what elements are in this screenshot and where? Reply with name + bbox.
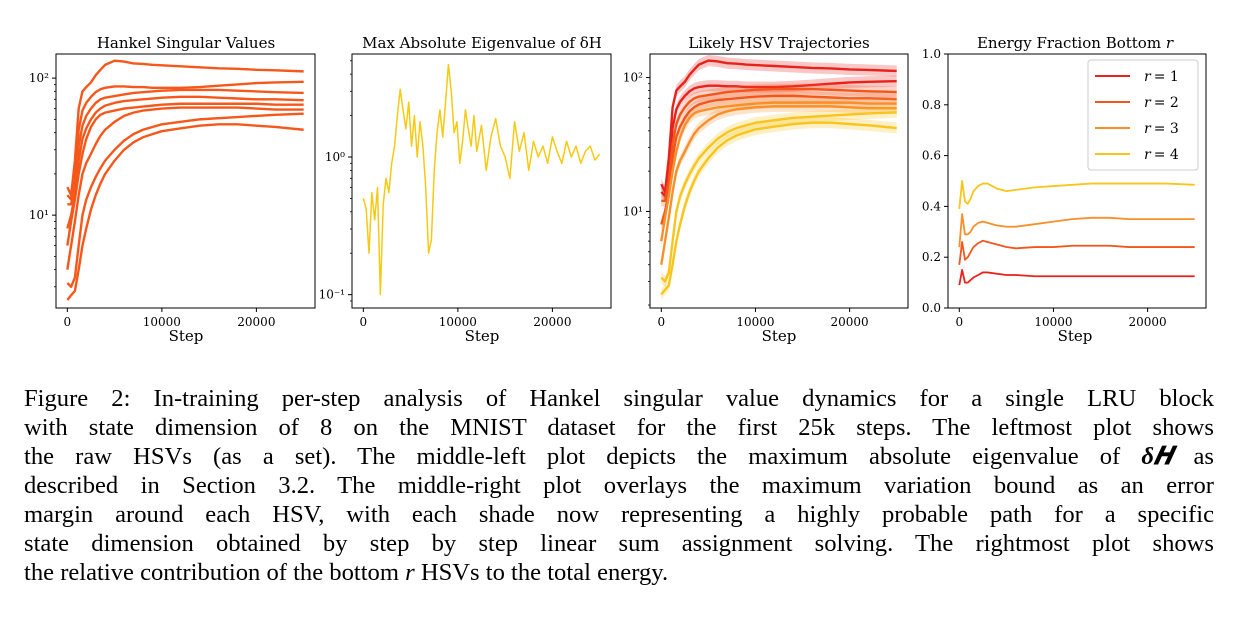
x-tick-label: 0 <box>955 315 963 329</box>
x-axis-label: Step <box>1058 327 1093 345</box>
y-tick-label: 10² <box>623 71 643 85</box>
figure-caption: Figure 2: In-training per-step analysis … <box>24 384 1214 587</box>
legend: r = 1 r = 2 r = 3 r = 4 <box>1087 59 1199 171</box>
series-line <box>66 95 304 229</box>
x-tick-label: 10000 <box>143 315 181 329</box>
y-tick-label: 10² <box>29 71 49 85</box>
series-line <box>66 106 304 270</box>
caption-line: the relative contribution of the bottom … <box>24 559 669 586</box>
x-tick-label: 0 <box>64 315 72 329</box>
tick-group: 0 10000 20000 10¹ 10² <box>623 71 869 329</box>
axes-frame <box>351 53 612 309</box>
legend-frame <box>1087 59 1199 171</box>
x-tick-label: 20000 <box>1129 315 1167 329</box>
y-tick-label: 0.2 <box>922 250 941 264</box>
trajectory-chart: Likely HSV Trajectories Step 0 10000 20000… <box>623 34 909 345</box>
y-tick-label: 0.6 <box>922 149 941 163</box>
series-line <box>66 80 304 201</box>
error-band <box>661 83 897 207</box>
axes-frame <box>947 53 1207 309</box>
axes-frame <box>649 53 909 309</box>
y-tick-label: 10⁻¹ <box>319 288 345 302</box>
series-line <box>958 269 1195 286</box>
error-band <box>661 117 897 300</box>
x-tick-label: 20000 <box>237 315 275 329</box>
plot-area <box>958 180 1195 286</box>
series-line <box>660 121 897 296</box>
y-tick-label: 0.4 <box>922 199 941 213</box>
series-line <box>958 213 1195 248</box>
series-line <box>660 105 897 265</box>
x-tick-label: 10000 <box>736 315 774 329</box>
caption-line: described in Section 3.2. The middle-rig… <box>24 472 1214 499</box>
series-line <box>660 79 897 198</box>
x-tick-label: 0 <box>657 315 665 329</box>
legend-label-r1: r = 1 <box>1144 69 1179 85</box>
chart-title: Hankel Singular Values <box>97 34 275 52</box>
series-line <box>660 111 897 283</box>
y-tick-label: 10¹ <box>29 208 49 222</box>
series-line <box>67 88 304 206</box>
hsv-chart: Hankel Singular Values Step 0 10000 20000 1… <box>29 34 316 345</box>
caption-line: the raw HSVs (as a set). The middle-left… <box>24 443 1214 470</box>
series-line <box>66 123 304 301</box>
x-axis-label: Step <box>169 327 204 345</box>
series-line <box>660 101 897 242</box>
plot-area <box>66 59 304 301</box>
axes-frame <box>55 53 316 309</box>
series-line <box>660 59 897 194</box>
eigen-chart: Max Absolute Eigenvalue of δH Step 0 1000… <box>319 34 612 345</box>
legend-label-r3: r = 3 <box>1144 121 1179 137</box>
series-line <box>66 112 304 288</box>
series-line <box>958 180 1195 210</box>
x-tick-label: 0 <box>360 315 368 329</box>
caption-line: with state dimension of 8 on the MNIST d… <box>24 414 1214 441</box>
x-tick-label: 20000 <box>533 315 571 329</box>
y-tick-label: 0.0 <box>922 301 941 315</box>
y-tick-label: 10¹ <box>623 204 643 218</box>
chart-title: Max Absolute Eigenvalue of δH <box>362 34 602 52</box>
plot-area <box>660 55 897 300</box>
y-tick-label: 10⁰ <box>325 150 345 164</box>
series-line <box>66 59 304 197</box>
chart-title: Likely HSV Trajectories <box>688 34 869 52</box>
tick-group: 0 10000 20000 0.0 0.2 0.4 0.6 0.8 1.0 <box>922 47 1167 329</box>
tick-group: 0 10000 20000 10⁻¹ 10⁰ <box>319 60 571 329</box>
chart-title: Energy Fraction Bottom r <box>977 34 1174 52</box>
figure-2: Hankel Singular Values Step 0 10000 20000 1… <box>29 34 1207 345</box>
x-tick-label: 10000 <box>1034 315 1072 329</box>
y-tick-label: 0.8 <box>922 98 941 112</box>
series-line <box>362 63 601 296</box>
x-tick-label: 10000 <box>439 315 477 329</box>
x-axis-label: Step <box>762 327 797 345</box>
legend-label-r2: r = 2 <box>1144 95 1179 111</box>
series-line <box>958 239 1195 265</box>
series-line <box>660 94 897 225</box>
caption-line: state dimension obtained by step by step… <box>24 530 1214 557</box>
series-line <box>66 102 304 246</box>
caption-line: Figure 2: In-training per-step analysis … <box>24 385 1214 412</box>
x-tick-label: 20000 <box>831 315 869 329</box>
y-tick-label: 1.0 <box>922 47 941 61</box>
caption-line: margin around each HSV, with each shade … <box>24 501 1214 528</box>
energy-chart: Energy Fraction Bottom r Step 0 10000 2000… <box>922 34 1207 345</box>
legend-label-r4: r = 4 <box>1144 147 1179 163</box>
x-axis-label: Step <box>465 327 500 345</box>
plot-area <box>362 63 601 296</box>
series-line <box>661 87 897 203</box>
